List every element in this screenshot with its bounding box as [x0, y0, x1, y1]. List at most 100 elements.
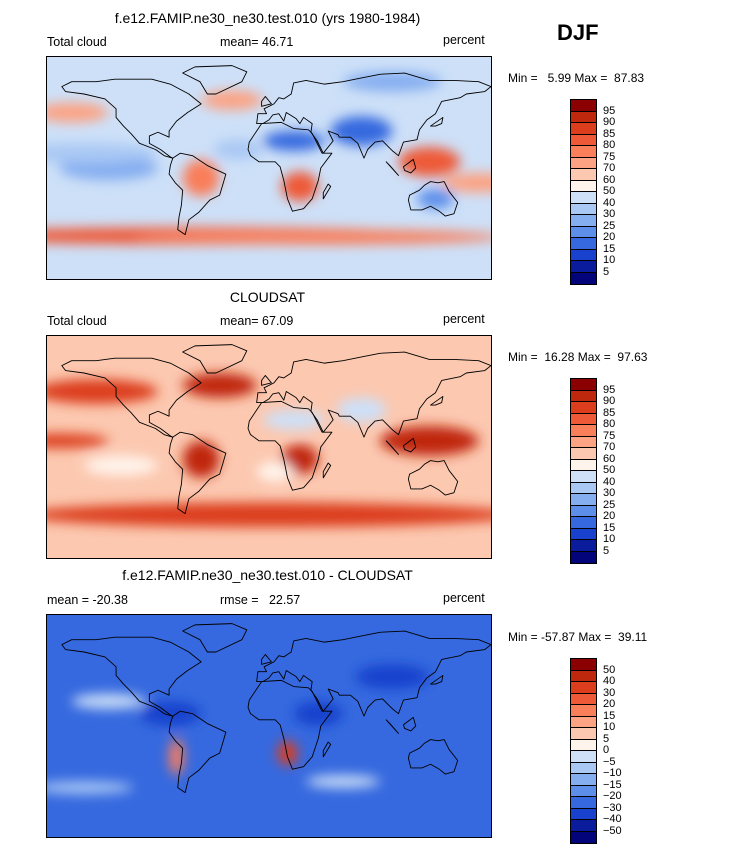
- colorbar-box: [571, 448, 596, 460]
- colorbar-label: −50: [603, 824, 622, 837]
- coastline: [385, 440, 399, 455]
- panel3-colorbar: [570, 658, 597, 844]
- panel3-title: f.e12.FAMIP.ne30_ne30.test.010 - CLOUDSA…: [122, 567, 413, 583]
- colorbar-label: 95: [603, 104, 616, 117]
- colorbar-label: 40: [603, 196, 616, 209]
- panel3-minmax: Min = -57.87 Max = 39.11: [508, 630, 648, 644]
- field-region: [133, 229, 491, 245]
- coastline: [247, 400, 333, 491]
- coastline: [261, 654, 272, 665]
- colorbar-label: −15: [603, 778, 622, 791]
- panel1-map: [46, 56, 492, 280]
- colorbar-label: 15: [603, 521, 616, 534]
- colorbar-label: 15: [603, 709, 616, 722]
- field-region: [293, 701, 343, 726]
- colorbar-label: 75: [603, 429, 616, 442]
- coastline: [168, 431, 227, 515]
- coastline: [247, 121, 333, 212]
- colorbar-label: 40: [603, 675, 616, 687]
- colorbar-label: 5: [603, 732, 610, 745]
- colorbar-box: [571, 831, 596, 843]
- panel1-variable: Total cloud: [47, 35, 107, 49]
- colorbar-label: 50: [603, 185, 616, 197]
- colorbar-label: 85: [603, 406, 616, 419]
- field-region: [71, 693, 146, 709]
- colorbar-box: [571, 402, 596, 414]
- colorbar-box: [571, 693, 596, 705]
- colorbar-box: [571, 739, 596, 751]
- colorbar-box: [571, 157, 596, 169]
- coastline: [430, 674, 444, 685]
- colorbar-label: −40: [603, 813, 622, 825]
- field-background: [47, 615, 491, 837]
- colorbar-box: [571, 517, 596, 529]
- colorbar-box: [571, 728, 596, 740]
- map-field: [47, 336, 491, 558]
- field-region: [169, 738, 184, 776]
- coastline: [322, 183, 332, 200]
- colorbar-box: [571, 436, 596, 448]
- colorbar-box: [571, 540, 596, 552]
- colorbar-box: [571, 820, 596, 832]
- coastline: [402, 437, 417, 453]
- field-region: [306, 775, 380, 788]
- colorbar-box: [571, 551, 596, 563]
- coastline: [407, 460, 459, 496]
- map-field: [47, 615, 491, 837]
- coastline: [61, 357, 202, 438]
- field-region: [47, 102, 109, 123]
- colorbar-label: 10: [603, 254, 616, 266]
- coastline: [407, 181, 459, 217]
- coastline: [182, 623, 248, 653]
- colorbar-box: [571, 494, 596, 506]
- colorbar-label: −5: [603, 755, 616, 768]
- panel2-minmax: Min = 16.28 Max = 97.63: [508, 350, 648, 364]
- colorbar-label: 80: [603, 139, 616, 151]
- colorbar-label: 60: [603, 173, 616, 186]
- coastline: [385, 161, 399, 176]
- panel1-mean: mean= 46.71: [220, 35, 294, 49]
- colorbar-label: 90: [603, 116, 616, 128]
- coastline: [168, 152, 227, 236]
- colorbar-label: 70: [603, 162, 616, 174]
- colorbar-label: 95: [603, 383, 616, 396]
- field-region: [441, 172, 491, 193]
- panel2-mean: mean= 67.09: [220, 314, 294, 328]
- field-region: [343, 71, 442, 92]
- panel3-units: percent: [443, 591, 485, 605]
- panel1-minmax: Min = 5.99 Max = 87.83: [508, 71, 645, 85]
- colorbar-label: 15: [603, 242, 616, 255]
- colorbar-box: [571, 249, 596, 261]
- colorbar-label: 25: [603, 498, 616, 511]
- colorbar-box: [571, 797, 596, 809]
- field-region: [47, 379, 158, 404]
- colorbar-box: [571, 146, 596, 158]
- season-label: DJF: [557, 20, 599, 45]
- colorbar-box: [571, 482, 596, 494]
- colorbar-label: 40: [603, 475, 616, 488]
- map-field: [47, 57, 491, 279]
- coastline: [256, 630, 491, 717]
- colorbar-label: 5: [603, 544, 610, 557]
- panel2-variable: Total cloud: [47, 314, 107, 328]
- coastline: [261, 375, 272, 386]
- colorbar-label: 20: [603, 231, 616, 243]
- colorbar-box: [571, 390, 596, 402]
- colorbar-box: [571, 111, 596, 123]
- colorbar-box: [571, 180, 596, 192]
- colorbar-box: [571, 505, 596, 517]
- colorbar-box: [571, 226, 596, 238]
- colorbar-box: [571, 762, 596, 774]
- field-region: [262, 410, 325, 430]
- coastline: [261, 96, 272, 107]
- colorbar-box: [571, 379, 596, 391]
- colorbar-box: [571, 272, 596, 284]
- colorbar-label: 75: [603, 150, 616, 163]
- field-region: [380, 426, 479, 456]
- colorbar-box: [571, 751, 596, 763]
- colorbar-label: 50: [603, 663, 616, 676]
- colorbar-label: 50: [603, 464, 616, 476]
- field-region: [201, 90, 263, 111]
- panel2-units: percent: [443, 312, 485, 326]
- field-region: [281, 171, 319, 202]
